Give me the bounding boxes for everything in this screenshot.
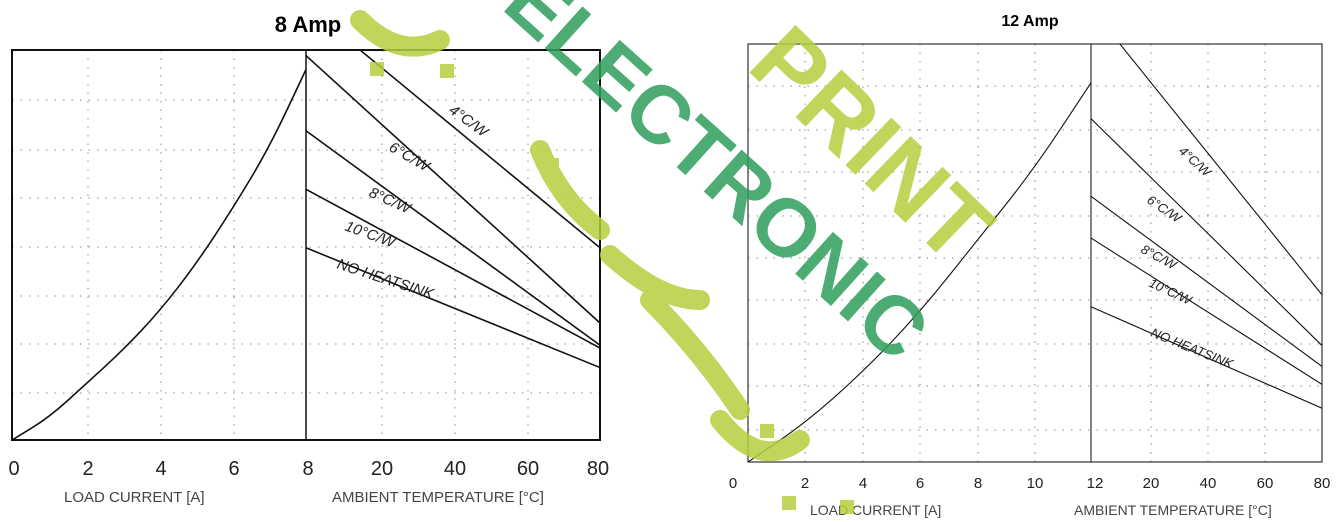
tick-label: 2: [801, 475, 809, 492]
derating-line-4: [305, 247, 600, 369]
chart-12-amp-xlabel-current: LOAD CURRENT [A]: [810, 502, 941, 518]
chart-8-amp-x-ticks-temperature: 8 20 40 60 80: [302, 458, 609, 480]
watermark-dot: [440, 64, 454, 78]
tick-label: 80: [587, 458, 609, 480]
tick-label: 0: [8, 458, 19, 480]
tick-label: 20: [1143, 475, 1160, 492]
watermark-dot: [690, 292, 704, 306]
chart-12-amp-label-4cw: 4°C/W: [1176, 143, 1215, 181]
tick-label: 8: [974, 475, 982, 492]
chart-8-amp-label-4cw: 4°C/W: [446, 101, 493, 141]
chart-12-amp-title: 12 Amp: [1001, 13, 1058, 30]
watermark-dot: [370, 62, 384, 76]
tick-label: 80: [1314, 475, 1331, 492]
derating-line-2: [305, 130, 600, 346]
watermark-dot: [760, 424, 774, 438]
derating-line-0: [1119, 44, 1322, 296]
chart-12-amp-label-6cw: 6°C/W: [1144, 192, 1185, 226]
chart-12-amp-x-ticks-current: 0 2 4 6 8 10: [729, 475, 1044, 492]
chart-12-amp-label-10cw: 10°C/W: [1147, 275, 1196, 308]
tick-label: 20: [371, 458, 393, 480]
tick-label: 60: [517, 458, 539, 480]
load-current-curve: [12, 69, 307, 440]
chart-8-amp-x-ticks-current: 0 2 4 6: [8, 458, 239, 480]
watermark-glyph-stroke: [350, 10, 810, 462]
tick-label: 12: [1087, 475, 1104, 492]
derating-line-1: [1090, 118, 1322, 346]
tick-label: 4: [859, 475, 867, 492]
chart-8-amp-curves: [12, 50, 600, 440]
chart-8-amp-curve-labels: 4°C/W 6°C/W 8°C/W 10°C/W NO HEATSINK: [335, 101, 493, 303]
chart-8-amp: 8 Amp 4°C/W 6°C/W 8°C/W 10°C/W NO HEATSI…: [8, 12, 609, 506]
chart-12-amp-frame: [747, 43, 1323, 463]
chart-8-amp-label-6cw: 6°C/W: [386, 139, 434, 176]
derating-line-1: [305, 54, 600, 324]
watermark: ELECTRONIC PRINT: [350, 0, 1012, 514]
tick-label: 40: [1200, 475, 1217, 492]
derating-line-4: [1090, 306, 1322, 409]
chart-8-amp-xlabel-temperature: AMBIENT TEMPERATURE [°C]: [332, 489, 544, 506]
tick-label: 0: [729, 475, 737, 492]
tick-label: 10: [1027, 475, 1044, 492]
derating-line-3: [305, 188, 600, 349]
watermark-dot: [545, 158, 559, 172]
chart-12-amp-label-no-heatsink: NO HEATSINK: [1149, 325, 1237, 372]
chart-8-amp-xlabel-current: LOAD CURRENT [A]: [64, 489, 205, 506]
chart-8-amp-label-8cw: 8°C/W: [366, 184, 414, 218]
tick-label: 8: [302, 458, 313, 480]
derating-line-0: [358, 50, 600, 249]
chart-12-amp-x-ticks-temperature: 12 20 40 60 80: [1087, 475, 1331, 492]
watermark-dots: [370, 62, 854, 514]
derating-line-2: [1090, 195, 1322, 367]
chart-12-amp-xlabel-temperature: AMBIENT TEMPERATURE [°C]: [1074, 502, 1272, 518]
watermark-dot: [782, 496, 796, 510]
chart-8-amp-label-10cw: 10°C/W: [343, 218, 399, 252]
tick-label: 60: [1257, 475, 1274, 492]
tick-label: 6: [228, 458, 239, 480]
derating-line-3: [1090, 237, 1322, 385]
tick-label: 6: [916, 475, 924, 492]
tick-label: 40: [444, 458, 466, 480]
chart-8-amp-title: 8 Amp: [275, 12, 341, 37]
tick-label: 4: [155, 458, 166, 480]
chart-12-amp-curve-labels: 4°C/W 6°C/W 8°C/W 10°C/W NO HEATSINK: [1139, 143, 1237, 372]
tick-label: 2: [82, 458, 93, 480]
watermark-dot: [840, 500, 854, 514]
chart-8-amp-label-no-heatsink: NO HEATSINK: [335, 256, 437, 304]
